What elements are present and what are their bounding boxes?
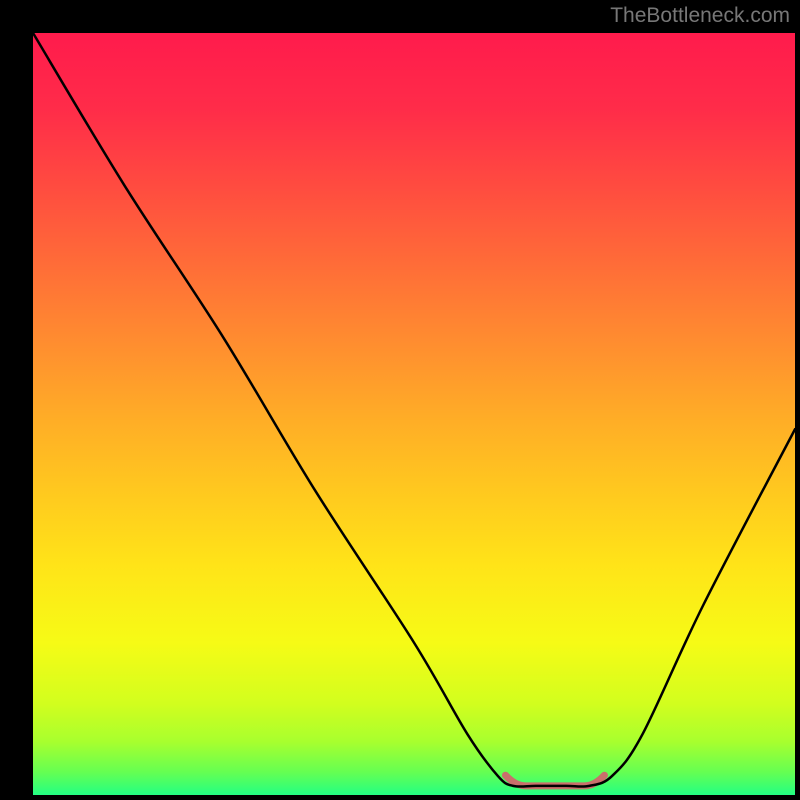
bottleneck-figure: TheBottleneck.com	[0, 0, 800, 800]
gradient-background	[33, 33, 795, 795]
bottleneck-chart	[33, 33, 795, 795]
attribution-text: TheBottleneck.com	[610, 4, 790, 28]
